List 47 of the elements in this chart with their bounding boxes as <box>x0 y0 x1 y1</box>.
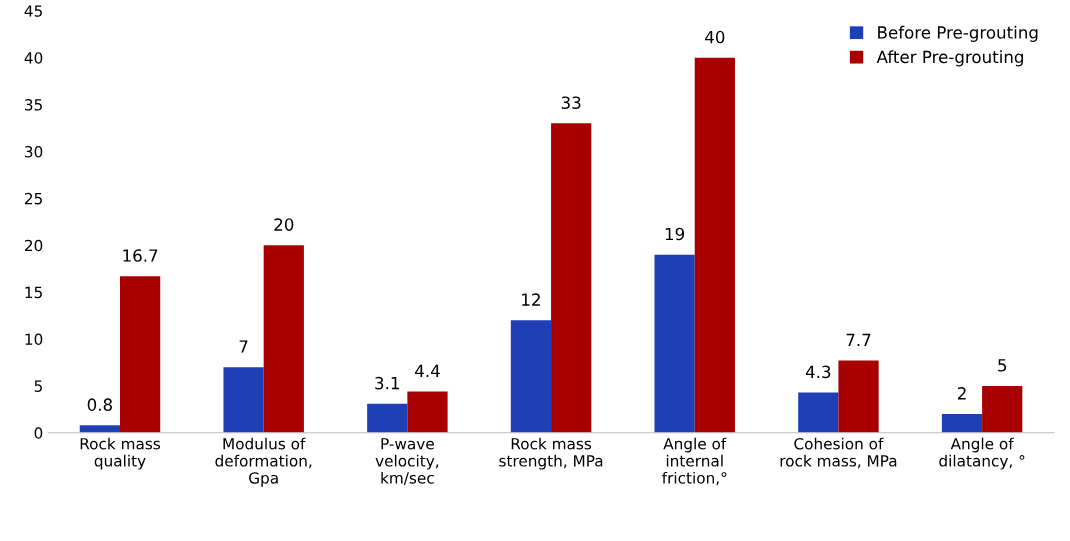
x-tick-label: Rock mass strength, MPa <box>499 437 603 470</box>
data-label: 7 <box>239 340 248 353</box>
y-tick-label: 45 <box>24 5 42 17</box>
y-tick-label: 40 <box>24 52 43 64</box>
x-tick-label: Modulus of deformation, Gpa <box>215 437 312 487</box>
bar <box>551 123 592 433</box>
bar <box>654 254 695 433</box>
bar <box>838 360 879 433</box>
y-tick-label: 10 <box>25 333 43 346</box>
y-tick-label: 0 <box>34 427 43 439</box>
data-label: 19 <box>665 227 685 241</box>
bar <box>223 367 264 433</box>
legend-label: Before Pre-grouting <box>878 25 1038 42</box>
data-label: 0.8 <box>87 398 112 411</box>
data-label: 4.3 <box>805 365 831 379</box>
y-tick-label: 5 <box>34 380 42 392</box>
bar <box>941 414 983 433</box>
data-label: 40 <box>705 30 725 44</box>
bar <box>694 57 735 433</box>
x-tick-label: P-wave velocity, km/sec <box>375 438 439 485</box>
bar <box>510 320 552 433</box>
bar <box>263 245 304 433</box>
data-label: 16.7 <box>123 249 158 262</box>
bar <box>798 392 839 433</box>
y-tick-label: 15 <box>25 286 42 299</box>
bar <box>407 391 448 433</box>
legend-label: After Pre-grouting <box>876 50 1023 67</box>
data-label: 7.7 <box>846 333 871 347</box>
x-tick-label: Angle of dilatancy, ° <box>939 437 1025 470</box>
data-label: 20 <box>274 218 294 231</box>
bar <box>367 403 408 433</box>
x-tick-label: Rock mass quality <box>80 437 161 470</box>
bar <box>79 425 120 433</box>
bar <box>982 385 1023 433</box>
data-label: 5 <box>998 359 1007 372</box>
data-label: 4.4 <box>415 364 440 377</box>
data-label: 33 <box>561 96 581 110</box>
bar <box>119 276 161 433</box>
x-tick-label: Cohesion of rock mass, MPa <box>780 437 897 469</box>
data-label: 3.1 <box>375 376 399 390</box>
y-tick-label: 20 <box>24 239 43 252</box>
y-tick-label: 30 <box>25 145 43 158</box>
data-label: 2 <box>957 387 966 400</box>
y-tick-label: 35 <box>25 99 42 111</box>
x-tick-label: Angle of internal friction,° <box>662 437 727 486</box>
y-tick-label: 25 <box>24 192 42 205</box>
data-label: 12 <box>522 293 540 306</box>
